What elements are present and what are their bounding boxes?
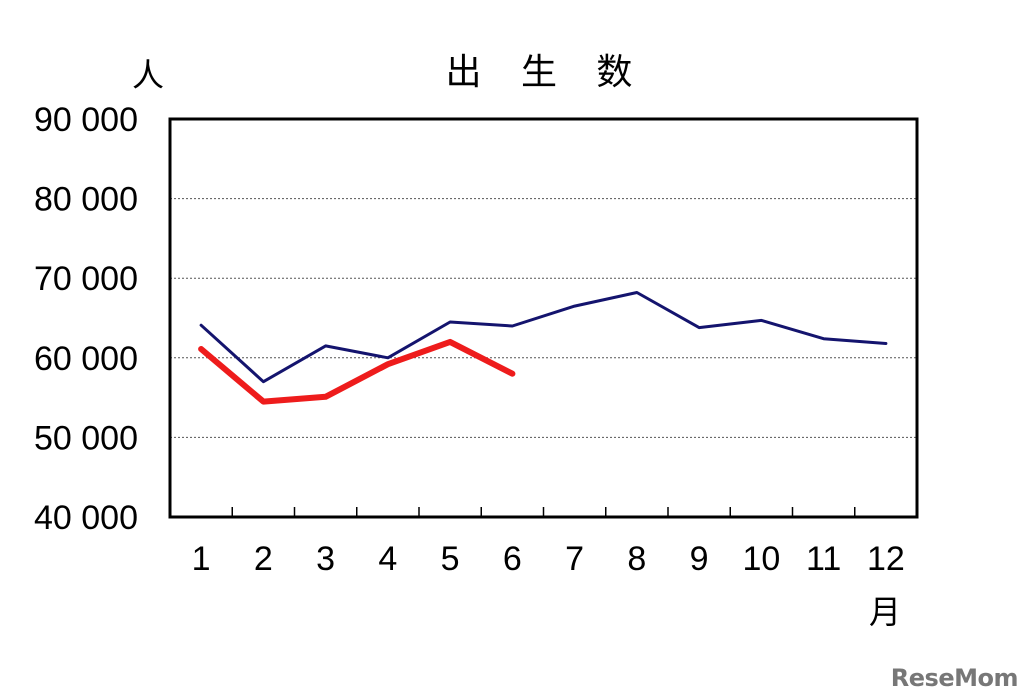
x-tick-label: 3 bbox=[316, 540, 335, 578]
x-tick-label: 10 bbox=[742, 540, 780, 578]
y-tick-label: 60 000 bbox=[34, 340, 138, 378]
y-tick-label: 40 000 bbox=[34, 499, 138, 537]
x-tick-label: 8 bbox=[627, 540, 646, 578]
x-tick-label: 11 bbox=[806, 540, 841, 578]
x-tick-label: 4 bbox=[378, 540, 397, 578]
x-axis-unit-label: 月 bbox=[869, 593, 901, 631]
x-tick-labels: 1 2 3 4 5 6 7 8 9 10 11 12 bbox=[192, 540, 905, 578]
resemom-watermark: ReseMom bbox=[890, 664, 1019, 692]
plot-frame bbox=[168, 117, 919, 519]
series-line-2 bbox=[198, 338, 516, 405]
grid-lines bbox=[170, 198, 917, 438]
series-line-1 bbox=[199, 291, 888, 384]
x-tick-marks bbox=[231, 507, 856, 517]
x-tick-label: 9 bbox=[690, 540, 709, 578]
y-tick-labels: 40 000 50 000 60 000 70 000 80 000 90 000 bbox=[34, 101, 138, 537]
y-tick-label: 80 000 bbox=[34, 181, 138, 219]
x-tick-label: 7 bbox=[565, 540, 584, 578]
x-tick-label: 12 bbox=[867, 540, 905, 578]
series-lines bbox=[198, 291, 888, 405]
y-tick-label: 90 000 bbox=[34, 101, 138, 139]
x-tick-label: 6 bbox=[503, 540, 522, 578]
y-tick-label: 50 000 bbox=[34, 419, 138, 457]
x-tick-label: 1 bbox=[192, 540, 211, 578]
x-tick-label: 5 bbox=[441, 540, 460, 578]
chart-title: 出 生 数 bbox=[446, 52, 647, 93]
y-axis-unit-label: 人 bbox=[132, 56, 164, 94]
y-tick-label: 70 000 bbox=[34, 260, 138, 298]
x-tick-label: 2 bbox=[254, 540, 273, 578]
